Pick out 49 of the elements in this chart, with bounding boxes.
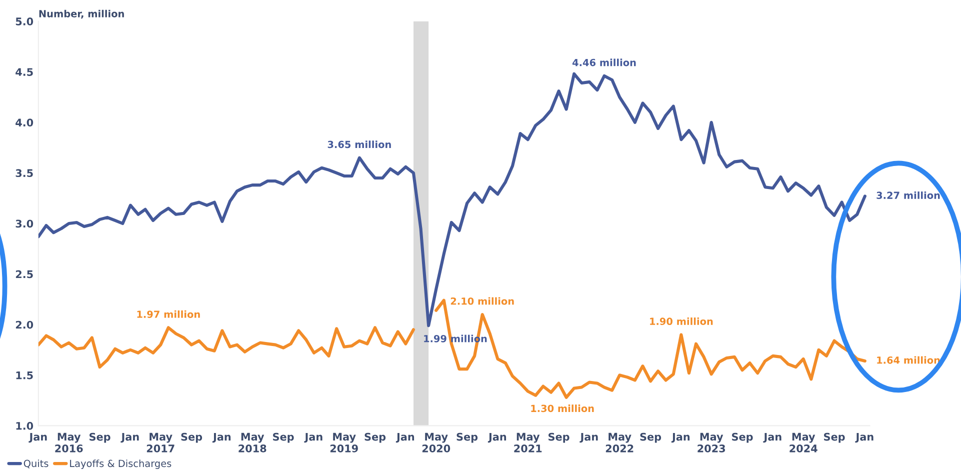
x-tick-label: Sep <box>273 432 294 443</box>
x-tick-label: May 2017 <box>146 432 174 452</box>
legend-label: Quits <box>24 460 48 468</box>
x-tick-label: Jan <box>488 432 506 443</box>
x-tick-label: Jan <box>212 432 231 443</box>
x-tick-label: Jan <box>671 432 690 443</box>
x-tick-label: Sep <box>732 432 753 443</box>
annotation: 3.65 million <box>328 140 391 148</box>
x-tick-label: Jan <box>855 432 874 443</box>
annotation: 1.90 million <box>650 318 713 326</box>
x-tick-label: May 2020 <box>422 432 450 452</box>
x-tick-label: Jan <box>28 432 47 443</box>
annotation: 3.27 million <box>876 191 940 200</box>
x-tick-label: May 2016 <box>55 432 83 452</box>
x-tick-label: Sep <box>824 432 845 443</box>
annotation: 1.97 million <box>137 310 200 318</box>
x-tick-label: May 2023 <box>698 432 726 452</box>
x-tick-label: May 2019 <box>330 432 358 452</box>
y-tick-label: 1.0 <box>16 422 34 430</box>
y-tick-label: 2.0 <box>16 320 34 329</box>
y-axis-title: Number, million <box>39 10 124 19</box>
x-tick-label: May 2022 <box>606 432 634 452</box>
y-tick-label: 4.5 <box>16 68 33 76</box>
annotation: 4.46 million <box>572 58 636 66</box>
x-tick-label: Sep <box>364 432 386 443</box>
x-tick-label: Jan <box>580 432 598 443</box>
annotation: 2.10 million <box>450 297 514 305</box>
x-tick-label: Sep <box>90 432 110 443</box>
x-tick-label: Jan <box>396 432 414 443</box>
x-tick-label: Jan <box>763 432 782 443</box>
y-tick-label: 4.0 <box>16 118 34 126</box>
y-tick-label: 2.5 <box>16 270 33 278</box>
y-tick-label: 3.5 <box>16 169 33 178</box>
y-tick-label: 5.0 <box>16 18 34 26</box>
x-tick-label: Sep <box>548 432 570 443</box>
annotation: 1.64 million <box>877 356 940 364</box>
x-tick-label: Sep <box>640 432 662 443</box>
x-tick-label: Sep <box>456 432 478 443</box>
x-tick-label: Sep <box>181 432 202 443</box>
y-tick-label: 1.5 <box>16 372 33 380</box>
x-tick-label: Jan <box>304 432 322 443</box>
x-tick-label: May 2021 <box>514 432 542 452</box>
y-tick-label: 3.0 <box>16 220 34 228</box>
legend-label: Layoffs & Discharges <box>70 460 172 469</box>
x-tick-label: Jan <box>120 432 139 443</box>
x-tick-label: May 2018 <box>238 432 266 452</box>
line-series <box>38 72 866 328</box>
x-tick-label: May 2024 <box>790 432 818 452</box>
annotation: 1.30 million <box>531 404 594 412</box>
